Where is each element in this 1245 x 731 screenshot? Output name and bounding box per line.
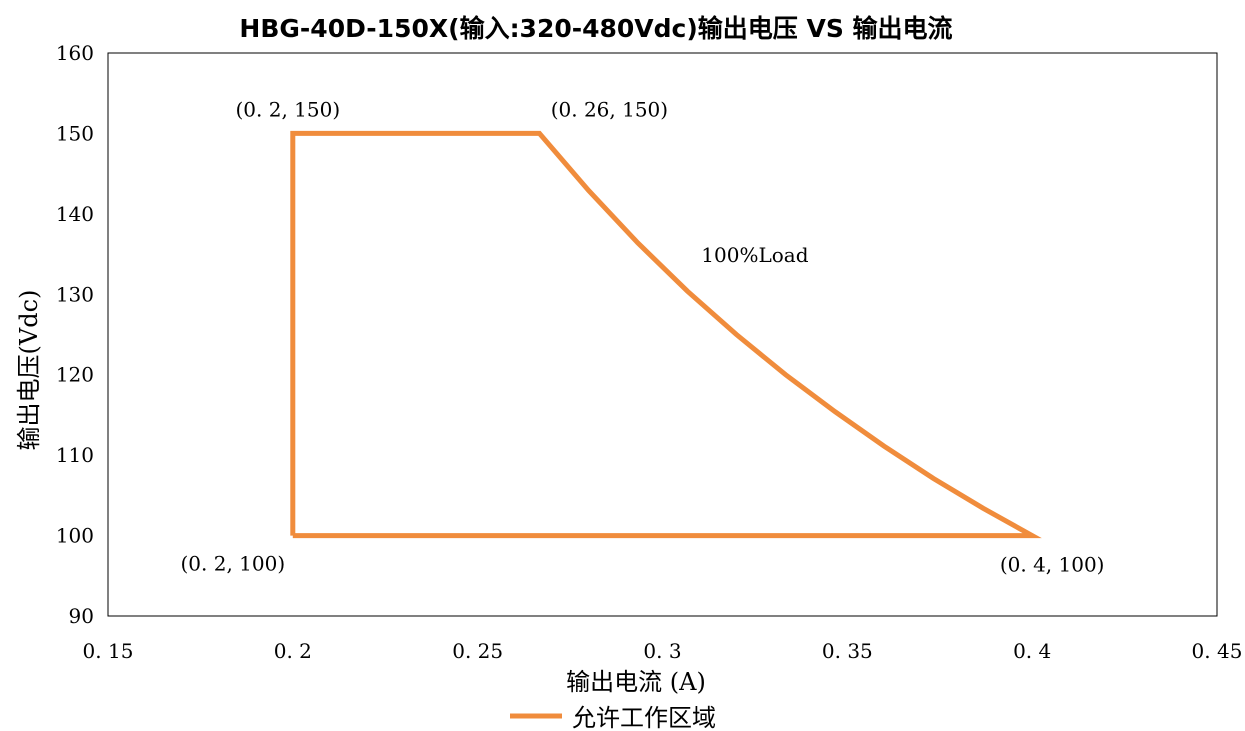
x-tick-label: 0. 4 bbox=[1013, 639, 1051, 663]
x-axis-label: 输出电流 (A) bbox=[566, 668, 706, 696]
data-point-label: (0. 26, 150) bbox=[551, 97, 668, 121]
x-tick-label: 0. 15 bbox=[83, 639, 134, 663]
annotations: (0. 2, 150) (0. 26, 150) (0. 2, 100) (0. 4,… bbox=[180, 97, 1104, 576]
x-tick-label: 0. 25 bbox=[452, 639, 503, 663]
y-tick-label: 100 bbox=[56, 524, 94, 548]
x-tick-labels: 0. 15 0. 2 0. 25 0. 3 0. 35 0. 4 0. 45 bbox=[83, 639, 1243, 663]
y-tick-label: 160 bbox=[56, 41, 94, 65]
data-point-label: (0. 2, 100) bbox=[180, 552, 285, 576]
x-tick-label: 0. 45 bbox=[1192, 639, 1243, 663]
y-tick-labels: 90 100 110 120 130 140 150 160 bbox=[56, 41, 94, 628]
x-tick-label: 0. 3 bbox=[643, 639, 681, 663]
y-tick-label: 150 bbox=[56, 121, 94, 145]
operating-region-line bbox=[290, 130, 1042, 539]
legend-label: 允许工作区域 bbox=[572, 704, 716, 731]
data-point-label: 100%Load bbox=[701, 243, 808, 267]
y-tick-label: 90 bbox=[69, 604, 94, 628]
legend: 允许工作区域 bbox=[510, 704, 716, 731]
data-point-label: (0. 4, 100) bbox=[1000, 553, 1105, 577]
y-tick-label: 110 bbox=[56, 443, 94, 467]
y-tick-label: 140 bbox=[56, 202, 94, 226]
data-point-label: (0. 2, 150) bbox=[235, 97, 340, 121]
y-tick-label: 130 bbox=[56, 282, 94, 306]
y-tick-label: 120 bbox=[56, 363, 94, 387]
y-axis-label: 输出电压(Vdc) bbox=[15, 290, 43, 451]
chart-title: HBG-40D-150X(输入:320-480Vdc)输出电压 VS 输出电流 bbox=[239, 14, 952, 43]
x-tick-label: 0. 2 bbox=[274, 639, 312, 663]
x-tick-label: 0. 35 bbox=[822, 639, 873, 663]
plot-area bbox=[107, 52, 1218, 617]
